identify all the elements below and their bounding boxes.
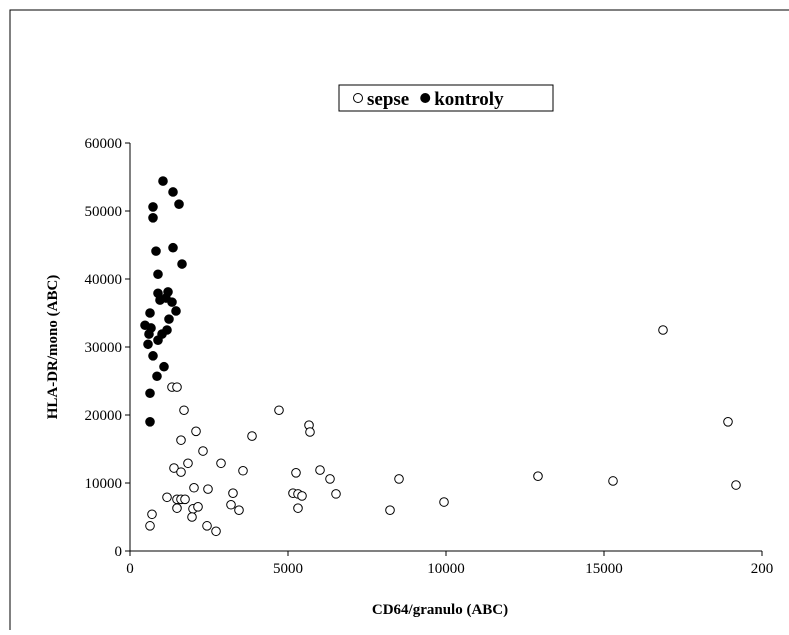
point	[158, 176, 168, 186]
point	[145, 388, 155, 399]
point	[293, 503, 303, 513]
point	[147, 509, 157, 520]
point	[180, 494, 190, 505]
point	[172, 503, 182, 513]
x-tick-label: 5000	[273, 561, 303, 577]
x-tick-label: 200	[751, 561, 774, 577]
point	[202, 521, 212, 531]
point	[187, 512, 197, 522]
point	[144, 329, 154, 339]
point	[174, 199, 184, 209]
legend-marker	[353, 93, 363, 103]
point	[226, 499, 236, 510]
chart-frame	[9, 9, 789, 635]
x-tick-label: 15000	[585, 561, 623, 577]
point	[658, 325, 668, 335]
point	[331, 489, 341, 499]
y-tick-label: 30000	[85, 340, 123, 356]
point	[145, 521, 155, 531]
y-axis-label: HLA-DR/mono (ABC)	[45, 275, 61, 420]
legend-marker	[420, 93, 431, 103]
point	[211, 526, 221, 537]
point	[167, 297, 177, 307]
point	[193, 502, 203, 512]
point	[238, 465, 248, 476]
point	[168, 187, 178, 197]
legend-box	[338, 84, 554, 112]
point	[148, 213, 158, 223]
point	[179, 405, 189, 416]
point	[164, 314, 174, 324]
point	[533, 471, 543, 482]
point	[297, 491, 307, 501]
point	[325, 474, 335, 484]
y-tick-label: 60000	[85, 136, 123, 152]
point	[153, 335, 163, 346]
point	[177, 259, 187, 269]
point	[145, 417, 155, 427]
point	[203, 484, 213, 494]
point	[305, 427, 315, 437]
point	[394, 474, 404, 484]
point	[247, 431, 257, 441]
x-tick-label: 10000	[427, 561, 465, 577]
point	[176, 435, 186, 445]
point	[145, 308, 155, 318]
point	[723, 417, 733, 427]
point	[274, 405, 284, 416]
point	[385, 505, 395, 516]
point	[189, 482, 199, 493]
point	[143, 339, 153, 350]
point	[169, 463, 179, 473]
point	[216, 458, 226, 469]
point	[198, 446, 208, 456]
point	[234, 505, 244, 516]
y-tick-label: 0	[115, 544, 123, 560]
point	[291, 468, 301, 478]
y-tick-label: 20000	[85, 408, 123, 424]
point	[176, 467, 186, 477]
x-axis-label: CD64/granulo (ABC)	[372, 602, 508, 618]
x-tick-label: 0	[126, 561, 134, 577]
point	[148, 202, 158, 212]
legend-label: kontroly	[434, 89, 504, 110]
point	[171, 306, 181, 316]
point	[315, 465, 325, 475]
point	[151, 246, 161, 256]
point	[162, 492, 172, 503]
point	[183, 458, 193, 469]
point	[152, 371, 162, 382]
point	[159, 361, 169, 372]
point	[153, 269, 163, 280]
legend-label: sepse	[367, 89, 409, 110]
y-tick-label: 40000	[85, 272, 123, 288]
y-tick-label: 10000	[85, 476, 123, 492]
point	[162, 325, 172, 335]
point	[228, 488, 238, 499]
point	[731, 480, 741, 490]
point	[148, 351, 158, 361]
point	[191, 426, 201, 437]
point	[439, 497, 449, 507]
point	[168, 242, 178, 253]
y-tick-label: 50000	[85, 204, 123, 220]
point	[608, 476, 618, 486]
point	[172, 382, 182, 392]
